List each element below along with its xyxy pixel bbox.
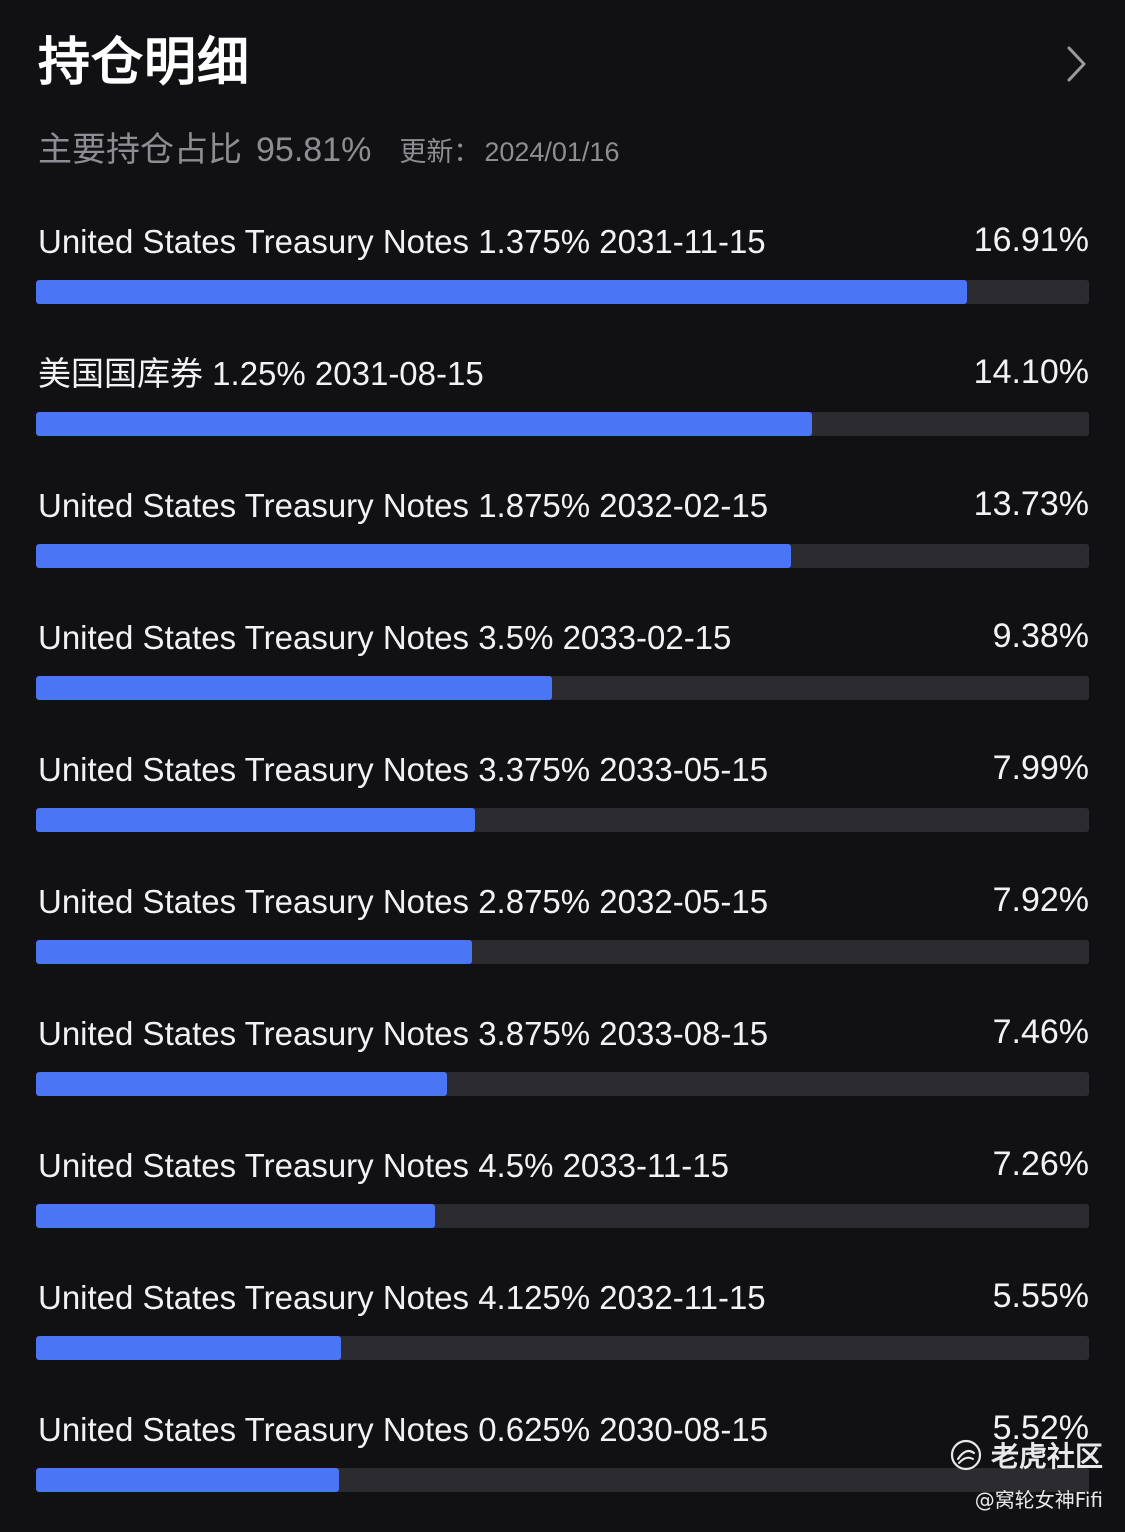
watermark: 老虎社区 [949,1435,1103,1475]
holding-name: United States Treasury Notes 3.375% 2033… [38,751,769,788]
holding-percent: 9.38% [992,617,1089,655]
weight-bar-track [36,544,1089,568]
holding-percent: 5.52% [992,1409,1089,1447]
weight-bar-track [36,808,1089,832]
holding-name: United States Treasury Notes 4.5% 2033-1… [38,1147,729,1184]
weight-bar-track [36,1468,1089,1492]
weight-bar-fill [36,676,552,700]
holding-name: United States Treasury Notes 1.875% 2032… [38,487,769,524]
tiger-logo-icon [950,1439,982,1471]
holdings-list: United States Treasury Notes 1.375% 2031… [36,212,1089,1532]
weight-bar-track [36,280,1089,304]
holding-name: United States Treasury Notes 3.5% 2033-0… [38,619,732,656]
weight-bar-track [36,412,1089,436]
chevron-right-icon[interactable] [1064,44,1088,84]
weight-bar-fill [36,940,472,964]
holding-name: United States Treasury Notes 2.875% 2032… [38,883,769,920]
holding-percent: 16.91% [973,221,1089,259]
watermark-author: @窝轮女神Fifi [974,1488,1103,1512]
holding-name: United States Treasury Notes 1.375% 2031… [38,223,766,260]
weight-bar-track [36,1204,1089,1228]
holding-row: United States Treasury Notes 3.5% 2033-0… [36,608,1089,740]
weight-bar-fill [36,1204,436,1228]
holding-name: United States Treasury Notes 3.875% 2033… [38,1015,769,1052]
header: 持仓明细 [38,28,1088,98]
holding-row: United States Treasury Notes 4.5% 2033-1… [36,1136,1089,1268]
holding-percent: 13.73% [973,485,1089,523]
holding-row: 美国国库券 1.25% 2031-08-15 14.10% [36,344,1089,476]
weight-bar-fill [36,1336,342,1360]
weight-bar-fill [36,544,791,568]
holding-row: United States Treasury Notes 3.375% 2033… [36,740,1089,872]
weight-bar-track [36,676,1089,700]
holding-percent: 7.26% [992,1145,1089,1183]
holding-row: United States Treasury Notes 1.375% 2031… [36,212,1089,344]
weight-bar-track [36,1336,1089,1360]
weight-bar-fill [36,1072,447,1096]
holding-percent: 7.46% [992,1013,1089,1051]
holding-row: United States Treasury Notes 0.625% 2030… [36,1400,1089,1532]
weight-bar-fill [36,280,967,304]
holding-percent: 14.10% [973,353,1089,391]
weight-bar-track [36,940,1089,964]
holding-name: United States Treasury Notes 0.625% 2030… [38,1411,769,1448]
updated-label: 更新： [399,137,481,168]
holding-row: United States Treasury Notes 1.875% 2032… [36,476,1089,608]
holdings-summary: 主要持仓占比 95.81% 更新： 2024/01/16 [38,122,619,174]
top-holdings-value: 95.81% [256,131,372,169]
weight-bar-fill [36,1468,340,1492]
weight-bar-fill [36,808,476,832]
holding-percent: 7.92% [992,881,1089,919]
weight-bar-fill [36,412,813,436]
holding-row: United States Treasury Notes 2.875% 2032… [36,872,1089,1004]
holding-percent: 5.55% [992,1277,1089,1315]
holding-percent: 7.99% [992,749,1089,787]
page-title: 持仓明细 [38,33,251,93]
weight-bar-track [36,1072,1089,1096]
holding-name: United States Treasury Notes 4.125% 2032… [38,1279,766,1316]
holding-row: United States Treasury Notes 4.125% 2032… [36,1268,1089,1400]
holding-row: United States Treasury Notes 3.875% 2033… [36,1004,1089,1136]
top-holdings-label: 主要持仓占比 [38,130,242,170]
updated-date: 2024/01/16 [484,137,620,167]
holding-name: 美国国库券 1.25% 2031-08-15 [38,355,484,392]
watermark-name: 老虎社区 [990,1440,1103,1473]
